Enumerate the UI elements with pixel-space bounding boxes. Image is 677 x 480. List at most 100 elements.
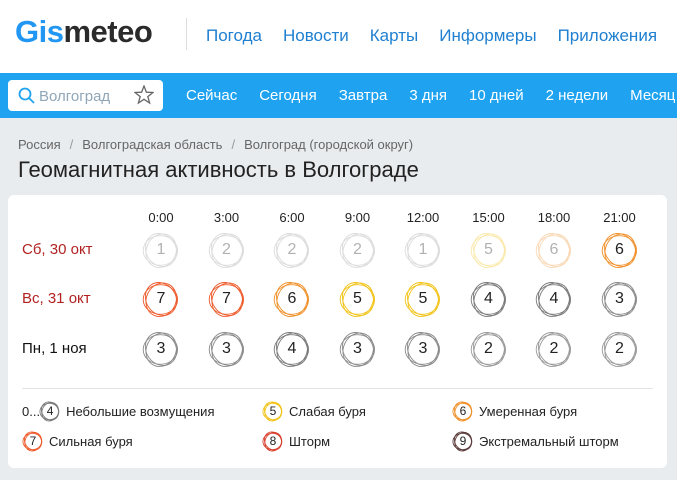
ring-stroke [407, 233, 439, 269]
tab[interactable]: Завтра [338, 87, 388, 104]
activity-value: 6 [549, 241, 559, 258]
activity-value: 5 [418, 290, 428, 307]
legend-level: 4 [46, 404, 54, 418]
tab[interactable]: 3 дня [409, 87, 447, 104]
ring-stroke [275, 282, 309, 316]
legend-level: 7 [29, 434, 37, 448]
ring-stroke [404, 284, 441, 315]
breadcrumb[interactable]: Россия [18, 137, 61, 152]
header: Gismeteo Погода Новости Карты Информеры Прил… [0, 0, 677, 73]
ring-stroke [472, 282, 505, 318]
legend-label: Умеренная буря [479, 403, 578, 419]
ring-stroke [601, 284, 637, 315]
level-ring [404, 233, 441, 269]
time-label: 9:00 [344, 210, 371, 225]
activity-cell: 5 [403, 279, 443, 319]
ring-stroke [341, 233, 374, 267]
tab[interactable]: 10 дней [469, 87, 524, 104]
ring-stroke [537, 282, 571, 316]
ring-stroke [264, 402, 283, 422]
activity-card: 0:00 3:00 6:00 9:00 12:00 15:00 18:00 21:00 Сб, … [8, 195, 667, 468]
level-ring [470, 332, 506, 368]
level-ring [601, 332, 637, 368]
ring-stroke [264, 432, 283, 452]
crumb-separator: / [69, 137, 74, 152]
ring-stroke [472, 332, 505, 368]
activity-value: 2 [484, 340, 493, 357]
activity-value: 2 [287, 241, 297, 258]
breadcrumb[interactable]: Волгоградская область [82, 137, 223, 152]
legend-level: 5 [269, 404, 277, 418]
legend-prefix: 0... [22, 403, 41, 419]
ring-stroke [210, 332, 243, 368]
logo-part: meteo [63, 14, 153, 49]
level-ring [339, 233, 375, 269]
search-box[interactable]: Волгоград [8, 80, 163, 111]
separator [186, 18, 187, 50]
ring-stroke [341, 233, 374, 269]
activity-value: 4 [287, 340, 297, 357]
ring-stroke [210, 282, 243, 316]
legend-label: Небольшие возмущения [66, 403, 215, 419]
activity-cell: 1 [141, 230, 181, 270]
ring-stroke [339, 235, 375, 266]
logo-part: Gis [15, 14, 64, 49]
ring-stroke [406, 233, 440, 267]
ring-stroke [407, 282, 439, 318]
ring-stroke [603, 332, 636, 368]
nav-link[interactable]: Новости [282, 26, 349, 45]
level-ring [39, 401, 60, 422]
ring-stroke [537, 332, 571, 366]
ring-stroke [404, 334, 441, 365]
activity-cell: 5 [338, 279, 378, 319]
time-label: 21:00 [603, 210, 636, 225]
activity-value: 4 [484, 290, 493, 307]
time-label: 12:00 [406, 210, 440, 225]
activity-cell: 3 [600, 279, 640, 319]
tab[interactable]: 2 недели [545, 87, 609, 104]
activity-cell: 4 [469, 279, 509, 319]
star-icon[interactable] [134, 85, 154, 105]
ring-stroke [601, 334, 637, 365]
legend-item: 9 Экстремальный шторм [452, 430, 619, 452]
ring-stroke [472, 233, 505, 267]
activity-cell: 4 [272, 329, 312, 369]
legend-ring: 4 [39, 400, 61, 422]
nav-link[interactable]: Погода [206, 26, 262, 45]
page-title: Геомагнитная активность в Волгограде [18, 157, 419, 182]
activity-cell: 1 [403, 230, 443, 270]
activity-value: 2 [549, 340, 559, 357]
tab[interactable]: Сегодня [259, 87, 317, 104]
tab[interactable]: Сейчас [186, 87, 238, 104]
nav-link[interactable]: Информеры [439, 26, 537, 45]
legend-ring: 7 [22, 430, 44, 452]
nav-link[interactable]: Приложения [557, 26, 658, 45]
ring-stroke [535, 284, 572, 315]
ring-stroke [537, 233, 571, 267]
ring-stroke [341, 332, 374, 368]
ring-stroke [470, 334, 506, 365]
day-label: Вс, 31 окт [22, 290, 91, 307]
ring-stroke [41, 402, 60, 422]
ring-stroke [538, 233, 570, 269]
ring-stroke [208, 284, 244, 315]
legend-item: 7 Сильная буря [22, 430, 133, 452]
activity-cell: 2 [534, 329, 574, 369]
level-ring [452, 431, 473, 452]
ring-stroke [535, 334, 572, 365]
activity-value: 3 [353, 340, 362, 357]
ring-stroke [208, 334, 244, 365]
ring-stroke [603, 233, 636, 269]
legend-label: Шторм [289, 433, 331, 449]
level-ring [273, 332, 310, 368]
ring-stroke [470, 235, 506, 266]
tab[interactable]: Месяц [630, 87, 676, 104]
level-ring [208, 233, 244, 269]
legend-ring: 9 [452, 430, 474, 452]
level-ring [208, 282, 244, 318]
ring-stroke [538, 332, 570, 368]
logo[interactable]: Gismeteo [15, 14, 153, 50]
ring-stroke [276, 233, 308, 269]
level-ring [273, 233, 310, 269]
nav-link[interactable]: Карты [369, 26, 419, 45]
